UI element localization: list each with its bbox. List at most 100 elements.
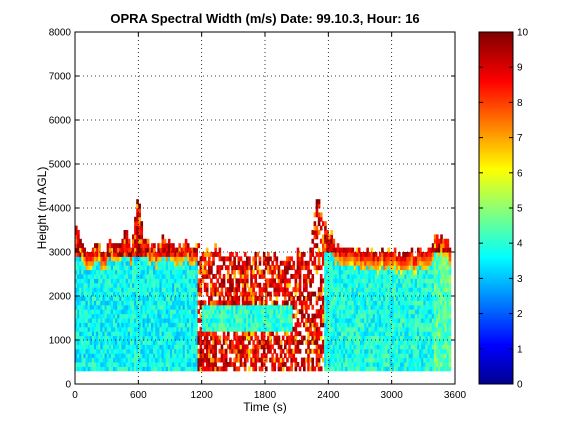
heatmap-cell [115,309,118,315]
heatmap-cell [406,269,410,275]
heatmap-cell [381,282,384,288]
heatmap-cell [176,282,179,288]
heatmap-cell [138,269,141,275]
heatmap-cell [349,353,353,359]
heatmap-cell [146,278,150,284]
heatmap-cell [125,252,129,257]
heatmap-cell [110,287,114,293]
heatmap-cell [243,322,247,328]
heatmap-cell [182,340,186,345]
heatmap-cell [138,274,141,279]
heatmap-cell [125,313,129,319]
heatmap-cell [212,362,215,367]
heatmap-cell [195,362,198,367]
heatmap-cell [345,260,348,266]
heatmap-cell [110,300,114,306]
heatmap-cell [197,260,201,266]
heatmap-cell [212,318,215,323]
heatmap-cell [265,300,268,306]
heatmap-cell [330,313,334,319]
heatmap-cell [313,225,317,231]
heatmap-cell [216,265,220,271]
heatmap-cell [421,287,424,293]
heatmap-cell [180,256,184,262]
heatmap-cell [246,318,249,323]
heatmap-cell [189,274,192,279]
heatmap-cell [189,309,192,315]
heatmap-cell [115,344,118,350]
heatmap-cell [328,313,331,319]
heatmap-cell [195,309,198,315]
heatmap-cell [364,322,367,328]
heatmap-cell [309,256,312,262]
heatmap-cell [305,300,308,306]
heatmap-cell [144,247,148,253]
heatmap-cell [146,274,150,279]
heatmap-cell [372,318,376,323]
heatmap-cell [104,335,108,341]
heatmap-cell [406,353,410,359]
heatmap-cell [281,366,285,372]
x-tick-label: 600 [130,390,147,401]
heatmap-cell [256,344,260,350]
heatmap-cell [184,362,188,367]
heatmap-cell [319,296,323,301]
heatmap-cell [421,326,424,332]
heatmap-cell [336,344,340,350]
heatmap-cell [237,265,241,271]
heatmap-cell [440,296,443,301]
heatmap-cell [427,326,431,332]
heatmap-cell [364,282,367,288]
heatmap-cell [419,348,422,354]
heatmap-cell [136,208,139,213]
heatmap-cell [75,331,78,337]
heatmap-cell [385,362,388,367]
heatmap-cell [227,256,230,262]
heatmap-cell [161,309,165,315]
heatmap-cell [178,291,182,297]
heatmap-cell [319,348,323,354]
heatmap-cell [174,269,177,275]
heatmap-cell [106,344,110,350]
heatmap-cell [117,304,120,310]
heatmap-cell [421,291,424,297]
heatmap-cell [279,269,283,275]
heatmap-cell [338,300,342,306]
heatmap-cell [393,313,397,319]
heatmap-cell [119,287,122,293]
heatmap-cell [288,366,291,372]
heatmap-cell [172,322,175,328]
heatmap-cell [157,353,160,359]
heatmap-cell [229,252,232,257]
heatmap-cell [341,309,344,315]
heatmap-cell [400,353,403,359]
heatmap-cell [425,362,429,367]
heatmap-cell [273,265,277,271]
heatmap-cell [132,260,135,266]
heatmap-cell [343,260,346,266]
heatmap-cell [427,357,431,363]
heatmap-cell [83,265,87,271]
heatmap-cell [343,265,346,271]
heatmap-cell [214,318,217,323]
heatmap-cell [338,366,342,372]
heatmap-cell [205,260,209,266]
heatmap-cell [205,304,209,310]
heatmap-cell [431,331,435,337]
heatmap-cell [81,300,84,306]
heatmap-cell [98,331,101,337]
heatmap-cell [336,304,340,310]
heatmap-cell [309,366,312,372]
heatmap-cell [127,274,131,279]
heatmap-cell [400,282,403,288]
heatmap-cell [326,287,329,293]
heatmap-cell [385,256,388,262]
heatmap-cell [129,313,133,319]
heatmap-cell [334,304,338,310]
heatmap-cell [167,265,171,271]
heatmap-cell [246,265,249,271]
heatmap-cell [389,326,393,332]
heatmap-cell [336,357,340,363]
heatmap-cell [351,247,355,253]
heatmap-cell [94,362,97,367]
